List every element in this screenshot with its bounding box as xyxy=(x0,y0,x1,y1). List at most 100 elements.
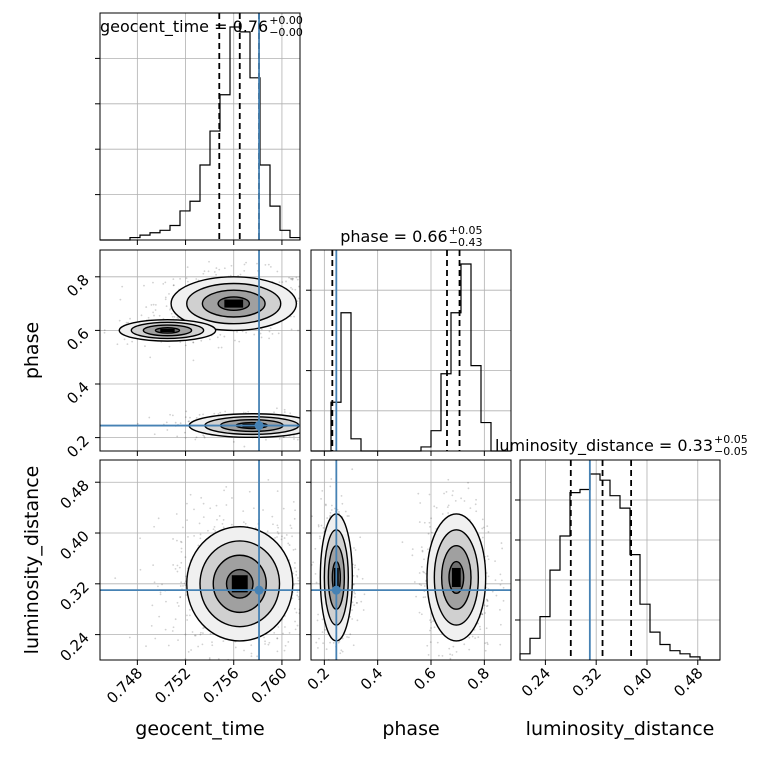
sample-point xyxy=(211,641,213,644)
sample-point xyxy=(194,634,197,637)
sample-point xyxy=(421,549,424,552)
sample-point xyxy=(256,655,259,658)
sample-point xyxy=(325,662,327,664)
sample-point xyxy=(208,260,210,263)
sample-point xyxy=(231,497,233,499)
sample-point xyxy=(418,521,421,523)
sample-point xyxy=(184,344,187,347)
title-upper-error: +0.05 xyxy=(714,433,748,446)
sample-point xyxy=(319,537,321,540)
sample-point xyxy=(427,654,430,656)
sample-point xyxy=(309,540,311,542)
sample-point xyxy=(232,441,235,443)
sample-point xyxy=(283,649,286,652)
sample-point xyxy=(481,518,484,521)
sample-point xyxy=(189,608,191,611)
sample-point xyxy=(485,598,488,601)
sample-point xyxy=(363,593,366,596)
sample-point xyxy=(271,332,274,335)
sample-point xyxy=(487,530,490,533)
sample-point xyxy=(340,494,343,497)
sample-point xyxy=(484,649,487,652)
sample-point xyxy=(304,423,306,425)
sample-point xyxy=(491,590,494,593)
sample-point xyxy=(468,648,471,651)
sample-point xyxy=(177,605,180,607)
sample-point xyxy=(118,319,121,322)
sample-point xyxy=(216,518,218,521)
sample-point xyxy=(325,696,327,698)
sample-point xyxy=(171,630,174,632)
sample-point xyxy=(264,640,266,643)
sample-point xyxy=(283,537,286,539)
sample-point xyxy=(276,270,279,273)
sample-point xyxy=(429,641,432,644)
sample-point xyxy=(301,324,303,326)
sample-point xyxy=(242,510,245,513)
sample-point xyxy=(169,308,171,311)
sample-point xyxy=(202,627,205,630)
sample-point xyxy=(304,432,306,434)
sample-point xyxy=(307,306,309,308)
sample-point xyxy=(244,668,246,670)
sample-point xyxy=(276,530,279,533)
sample-point xyxy=(484,612,487,614)
sample-point xyxy=(187,535,189,538)
title-luminosity_distance: luminosity_distance = 0.33 +0.05−0.05 xyxy=(495,433,748,458)
sample-point xyxy=(195,436,198,439)
sample-point xyxy=(353,596,356,598)
sample-point xyxy=(186,280,189,283)
sample-point xyxy=(341,502,344,505)
sample-point xyxy=(242,411,245,414)
sample-point xyxy=(322,527,325,529)
sample-point xyxy=(296,591,299,594)
sample-point xyxy=(165,421,168,424)
sample-point xyxy=(229,274,232,277)
sample-point xyxy=(172,278,175,281)
sample-point xyxy=(150,304,153,306)
sample-point xyxy=(352,644,355,647)
sample-point xyxy=(449,657,452,660)
x-axis-label-geocent_time: geocent_time xyxy=(135,718,264,740)
sample-point xyxy=(217,658,220,660)
sample-point xyxy=(154,303,157,306)
sample-point xyxy=(169,307,172,310)
sample-point xyxy=(150,624,153,627)
sample-point xyxy=(276,650,279,653)
sample-point xyxy=(499,643,502,646)
sample-point xyxy=(326,517,329,519)
sample-point xyxy=(164,296,167,299)
sample-point xyxy=(346,515,349,517)
sample-point xyxy=(145,306,148,308)
sample-point xyxy=(153,314,155,317)
sample-point xyxy=(180,547,183,550)
y-tick-label: 0.32 xyxy=(56,578,92,614)
density-peak xyxy=(160,328,175,333)
sample-point xyxy=(263,636,265,639)
sample-point xyxy=(291,277,294,280)
sample-point xyxy=(467,481,469,484)
sample-point xyxy=(501,547,504,550)
sample-point xyxy=(167,644,170,647)
sample-point xyxy=(294,628,297,631)
x-tick-label: 0.40 xyxy=(619,664,655,700)
sample-point xyxy=(179,596,182,598)
y-tick-label: 0.40 xyxy=(56,527,92,563)
sample-point xyxy=(297,579,300,582)
histogram-phase xyxy=(311,263,511,452)
sample-point xyxy=(338,666,340,668)
sample-point xyxy=(303,418,305,420)
sample-point xyxy=(281,281,284,283)
sample-point xyxy=(433,505,436,508)
sample-point xyxy=(294,548,297,551)
sample-point xyxy=(202,502,205,505)
sample-point xyxy=(329,514,332,517)
sample-point xyxy=(314,411,316,413)
panel-frame xyxy=(310,249,512,452)
sample-point xyxy=(361,577,364,580)
sample-point xyxy=(186,614,188,617)
sample-point xyxy=(317,613,319,616)
sample-point xyxy=(187,651,190,653)
sample-point xyxy=(307,434,309,436)
